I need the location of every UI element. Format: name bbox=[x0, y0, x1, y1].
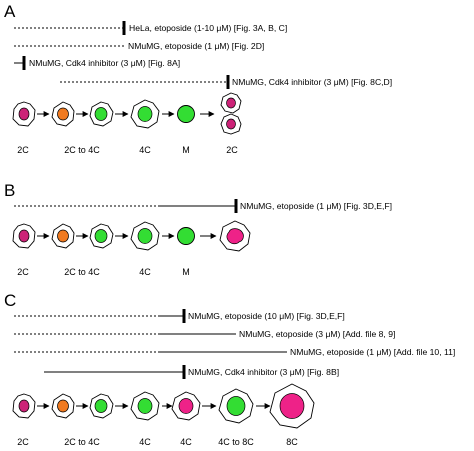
treatment-label: NMuMG, Cdk4 inhibitor (3 μM) [Fig. 8A] bbox=[29, 58, 180, 68]
cell-polyploid bbox=[269, 383, 315, 429]
treatment-line-a1: HeLa, etoposide (1-10 μM) [Fig. 3A, B, C… bbox=[14, 21, 287, 35]
stage-label: M bbox=[182, 267, 190, 277]
treatment-line-c1: NMuMG, etoposide (10 μM) [Fig. 3D,E,F] bbox=[14, 309, 345, 323]
stage-label: 4C bbox=[180, 437, 192, 447]
cell-early-s bbox=[51, 223, 75, 249]
treatment-label: NMuMG, etoposide (3 μM) [Add. file 8, 9] bbox=[239, 329, 395, 339]
treatment-line-c3: NMuMG, etoposide (1 μM) [Add. file 10, 1… bbox=[14, 347, 455, 357]
treatment-line-b1: NMuMG, etoposide (1 μM) [Fig. 3D,E,F] bbox=[14, 199, 392, 213]
cell-g1 bbox=[12, 393, 36, 419]
treatment-label: NMuMG, Cdk4 inhibitor (3 μM) [Fig. 8C,D] bbox=[232, 77, 392, 87]
treatment-label: HeLa, etoposide (1-10 μM) [Fig. 3A, B, C… bbox=[129, 23, 287, 33]
treatment-line-a4: NMuMG, Cdk4 inhibitor (3 μM) [Fig. 8C,D] bbox=[60, 75, 392, 89]
cell-g2 bbox=[130, 99, 160, 129]
panel-letter-c: C bbox=[4, 291, 16, 310]
cell-s-phase bbox=[89, 101, 114, 127]
stage-label: 2C bbox=[226, 145, 238, 155]
panel-letter-a: A bbox=[4, 2, 16, 21]
cell-mitosis bbox=[177, 227, 195, 245]
cell-s-phase bbox=[89, 223, 114, 249]
treatment-label: NMuMG, etoposide (1 μM) [Fig. 2D] bbox=[128, 41, 264, 51]
treatment-line-a3: NMuMG, Cdk4 inhibitor (3 μM) [Fig. 8A] bbox=[14, 56, 180, 70]
stage-label: 2C bbox=[17, 437, 29, 447]
panel-b: B NMuMG, etoposide (1 μM) [Fig. 3D,E,F] bbox=[4, 181, 392, 277]
cell-failed-division bbox=[219, 220, 251, 252]
cell-g2 bbox=[130, 391, 160, 421]
cell-early-s bbox=[51, 101, 75, 127]
cell-daughter-pair bbox=[220, 92, 242, 135]
stage-label: 4C bbox=[139, 145, 151, 155]
cell-early-s bbox=[51, 393, 75, 419]
treatment-label: NMuMG, etoposide (10 μM) [Fig. 3D,E,F] bbox=[188, 311, 345, 321]
stage-label: 2C to 4C bbox=[64, 267, 100, 277]
stage-label: 2C to 4C bbox=[64, 437, 100, 447]
stage-label: 4C bbox=[139, 267, 151, 277]
cell-g1 bbox=[12, 101, 36, 127]
stage-label: 2C to 4C bbox=[64, 145, 100, 155]
stage-label: 8C bbox=[286, 437, 298, 447]
cell-g1 bbox=[12, 223, 36, 249]
stage-label: M bbox=[182, 145, 190, 155]
treatment-label: NMuMG, etoposide (1 μM) [Fig. 3D,E,F] bbox=[240, 201, 392, 211]
stage-label: 2C bbox=[17, 267, 29, 277]
cell-g2 bbox=[130, 221, 160, 251]
treatment-label: NMuMG, Cdk4 inhibitor (3 μM) [Fig. 8B] bbox=[188, 367, 339, 377]
treatment-line-c4: NMuMG, Cdk4 inhibitor (3 μM) [Fig. 8B] bbox=[44, 365, 339, 379]
treatment-label: NMuMG, etoposide (1 μM) [Add. file 10, 1… bbox=[290, 347, 455, 357]
treatment-line-c2: NMuMG, etoposide (3 μM) [Add. file 8, 9] bbox=[14, 329, 395, 339]
cell-rereplicating bbox=[218, 388, 254, 424]
cell-mitosis bbox=[177, 105, 195, 123]
panel-a: A HeLa, etoposide (1-10 μM) [Fig. 3A, B,… bbox=[4, 2, 392, 155]
stage-label: 2C bbox=[17, 145, 29, 155]
stage-label: 4C bbox=[139, 437, 151, 447]
cell-s-phase bbox=[89, 393, 114, 419]
panel-letter-b: B bbox=[4, 181, 15, 200]
stage-label: 4C to 8C bbox=[218, 437, 254, 447]
cell-g2-pink bbox=[171, 391, 201, 421]
treatment-line-a2: NMuMG, etoposide (1 μM) [Fig. 2D] bbox=[14, 41, 264, 51]
panel-c: C NMuMG, etoposide (10 μM) [Fig. 3D,E,F]… bbox=[4, 291, 455, 447]
